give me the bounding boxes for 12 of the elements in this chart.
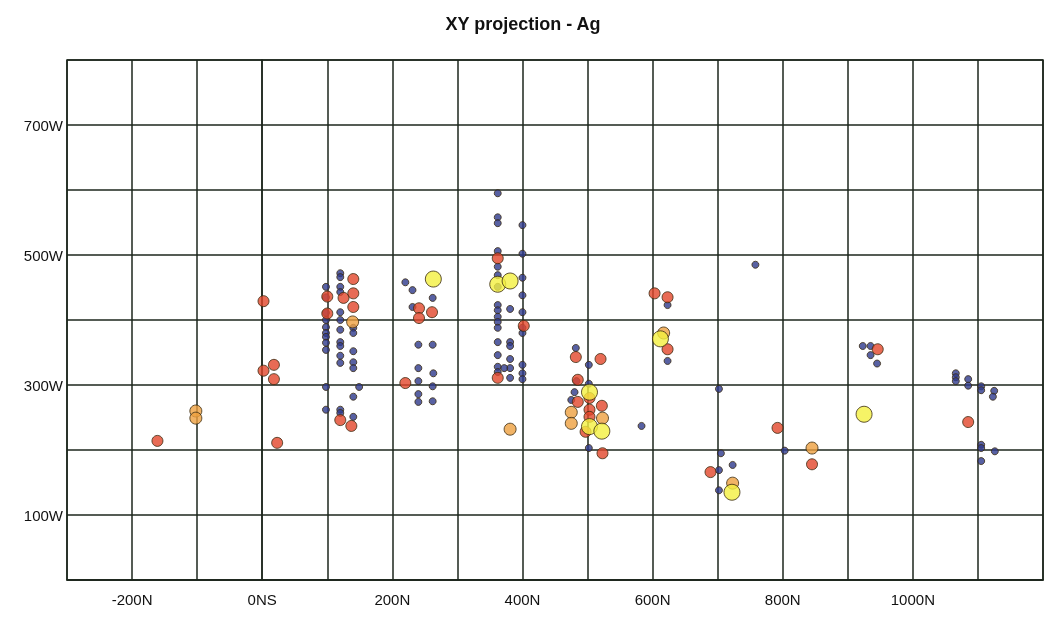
y-tick-label: 700W	[23, 116, 64, 134]
x-tick-label: 600N	[634, 591, 671, 608]
y-tick-label: 300W	[23, 376, 64, 394]
y-tick-label: 500W	[23, 246, 64, 264]
chart-title: XY projection - Ag	[445, 14, 601, 34]
y-tick-label: 100W	[23, 506, 64, 524]
x-tick-label: 800N	[764, 591, 801, 608]
x-tick-label: 1000N	[890, 591, 935, 608]
x-tick-label: 0NS	[247, 591, 277, 608]
x-tick-label: -200N	[111, 591, 153, 608]
x-tick-label: 200N	[374, 591, 411, 608]
x-tick-label: 400N	[504, 591, 541, 608]
